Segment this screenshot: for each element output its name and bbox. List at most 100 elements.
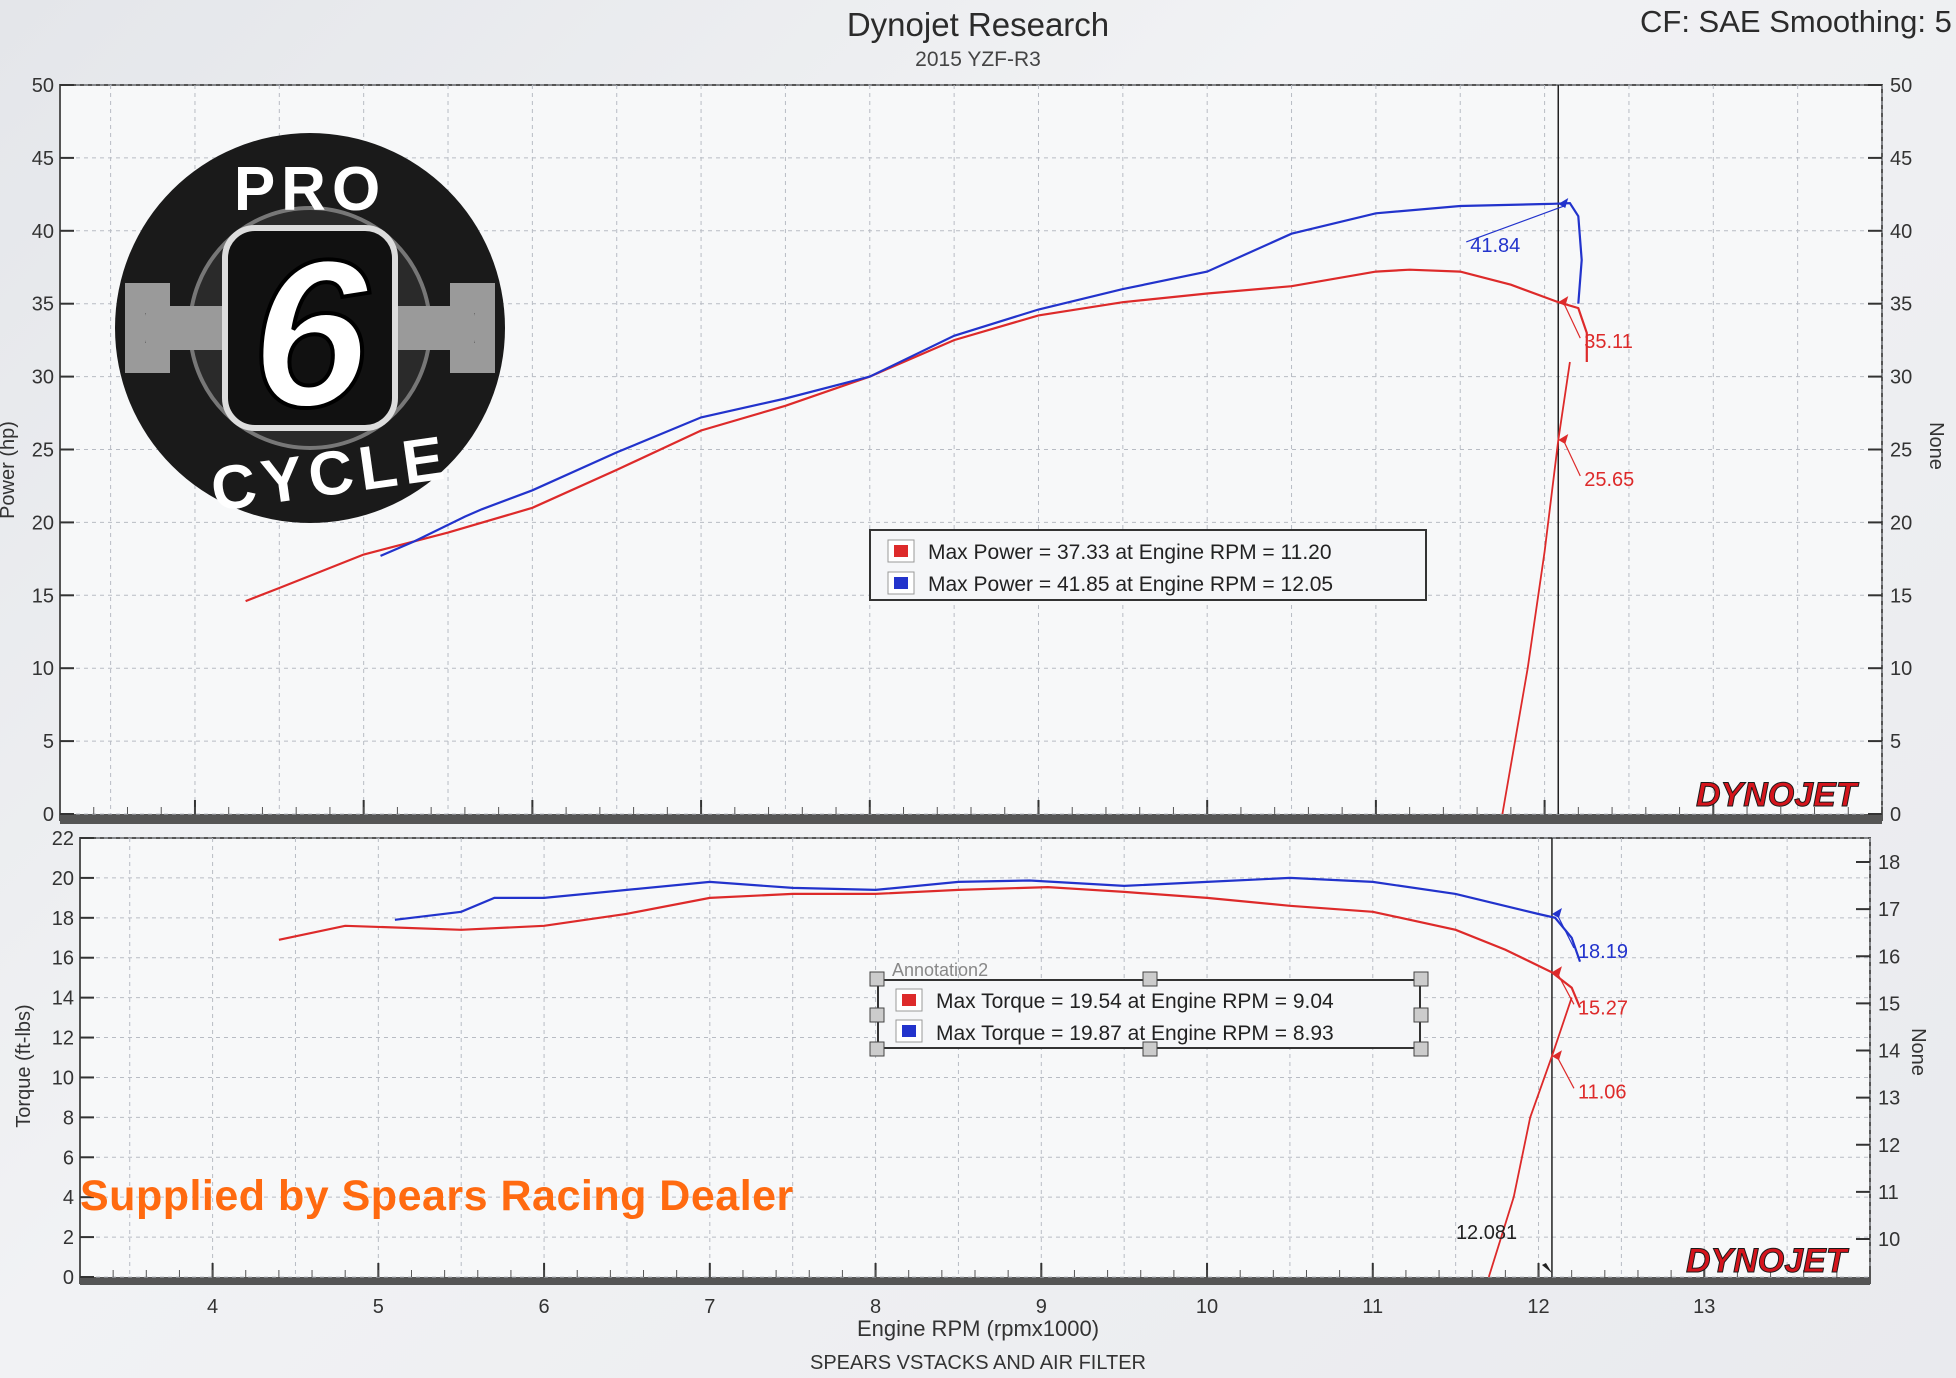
power-y-tick-label: 10 <box>32 658 54 680</box>
torque-y-tick-label: 20 <box>52 868 74 890</box>
power-y-tick-label: 30 <box>32 367 54 389</box>
torque-cursor-red-leader <box>1557 974 1575 1005</box>
torque-right-tick-label: 13 <box>1878 1088 1900 1110</box>
torque-right-tick-label: 17 <box>1878 899 1900 921</box>
torque-right-axis-title: None <box>1907 1028 1929 1076</box>
pro6cycle-logo: 6 PRO CYCLE <box>115 133 505 525</box>
torque-y-tick-label: 14 <box>52 988 74 1010</box>
torque-cursor-blue-leader <box>1557 915 1575 949</box>
cursor-rpm-readout: 12.081 <box>1456 1222 1517 1244</box>
torque-cursor-red-arrow <box>1551 966 1562 977</box>
x-tick-label: 7 <box>704 1296 715 1318</box>
power-y-tick-label: 25 <box>32 440 54 462</box>
torque-legend: Annotation2 Max Torque = 19.54 at Engine… <box>869 960 1429 1057</box>
power-right-tick-label: 0 <box>1890 804 1901 826</box>
torque-cursor-red-label: 15.27 <box>1578 997 1628 1019</box>
power-y-tick-label: 15 <box>32 585 54 607</box>
torque-cursor-red-2-label: 11.06 <box>1578 1081 1627 1103</box>
x-tick-label: 9 <box>1036 1296 1047 1318</box>
power-right-tick-label: 5 <box>1890 731 1901 753</box>
power-legend-swatch-red-fill <box>894 545 908 557</box>
power-right-tick-label: 40 <box>1890 221 1912 243</box>
chart-subtitle: 2015 YZF-R3 <box>915 48 1041 71</box>
power-right-tick-label: 25 <box>1890 440 1912 462</box>
power-y-axis-title: Power (hp) <box>0 421 19 519</box>
annotation-handle[interactable] <box>869 971 885 987</box>
cursor-rpm-arrow <box>1541 1263 1552 1273</box>
x-tick-label: 10 <box>1196 1296 1218 1318</box>
power-legend-box <box>869 529 1427 601</box>
annotation-handle[interactable] <box>1413 971 1429 987</box>
power-right-tick-label: 35 <box>1890 294 1912 316</box>
wrench-left-head <box>125 283 170 373</box>
x-tick-label: 12 <box>1527 1296 1549 1318</box>
torque-y-tick-label: 12 <box>52 1028 74 1050</box>
logo-digit: 6 <box>252 216 370 451</box>
power-y-tick-label: 20 <box>32 512 54 534</box>
x-tick-label: 5 <box>373 1296 384 1318</box>
torque-y-tick-label: 22 <box>52 828 74 850</box>
power-legend-swatch-blue-fill <box>894 577 908 589</box>
power-right-tick-label: 15 <box>1890 585 1912 607</box>
x-tick-label: 4 <box>207 1296 218 1318</box>
x-tick-label: 13 <box>1693 1296 1715 1318</box>
power-right-tick-label: 50 <box>1890 75 1912 97</box>
torque-series-red <box>278 885 1582 1009</box>
power-plot-bottom-bar <box>60 814 1882 824</box>
power-cursor-red-2-arrow <box>1558 434 1569 445</box>
torque-y-tick-label: 8 <box>63 1107 74 1129</box>
torque-right-tick-label: 10 <box>1878 1229 1900 1251</box>
torque-cursor-blue-label: 18.19 <box>1578 941 1628 963</box>
power-legend: Max Power = 37.33 at Engine RPM = 11.20 … <box>869 529 1427 601</box>
wrench-right-head <box>450 283 495 373</box>
torque-plot-bottom-bar <box>80 1277 1870 1285</box>
annotation-handle[interactable] <box>869 1041 885 1057</box>
run-notes: SPEARS VSTACKS AND AIR FILTER <box>809 1352 1146 1374</box>
logo-digit-box <box>222 225 398 431</box>
power-right-tick-label: 45 <box>1890 148 1912 170</box>
power-right-tick-label: 20 <box>1890 512 1912 534</box>
x-tick-label: 6 <box>539 1296 550 1318</box>
torque-decel-red <box>1487 997 1573 1278</box>
torque-right-tick-label: 16 <box>1878 946 1900 968</box>
torque-y-tick-label: 4 <box>63 1187 74 1209</box>
torque-y-tick-label: 10 <box>52 1067 74 1089</box>
power-y-tick-label: 5 <box>43 731 54 753</box>
torque-annotation-title: Annotation2 <box>892 960 988 980</box>
torque-right-tick-label: 14 <box>1878 1041 1900 1063</box>
torque-y-tick-label: 16 <box>52 948 74 970</box>
power-y-tick-label: 0 <box>43 804 54 826</box>
annotation-handle[interactable] <box>1413 1007 1429 1023</box>
power-y-tick-label: 50 <box>32 75 54 97</box>
power-cursor-red-arrow <box>1558 296 1569 307</box>
torque-legend-swatch-red-fill <box>902 994 916 1006</box>
correction-factor-label: CF: SAE Smoothing: 5 <box>1640 4 1952 39</box>
annotation-handle[interactable] <box>1142 1041 1158 1057</box>
torque-right-tick-label: 18 <box>1878 852 1900 874</box>
power-right-tick-label: 30 <box>1890 367 1912 389</box>
torque-legend-entry-2: Max Torque = 19.87 at Engine RPM = 8.93 <box>936 1022 1334 1045</box>
power-legend-entry-1: Max Power = 37.33 at Engine RPM = 11.20 <box>928 541 1332 564</box>
torque-y-tick-label: 6 <box>63 1147 74 1169</box>
x-tick-label: 8 <box>870 1296 881 1318</box>
power-cursor-blue-leader <box>1466 205 1565 243</box>
power-series-red <box>245 268 1588 603</box>
annotation-handle[interactable] <box>869 1007 885 1023</box>
power-decel-red <box>1501 361 1571 815</box>
power-y-tick-label: 40 <box>32 221 54 243</box>
power-cursor-blue-label: 41.84 <box>1470 235 1520 257</box>
annotation-handle[interactable] <box>1142 971 1158 987</box>
dynojet-brand-power: DYNOJET <box>1696 776 1860 814</box>
chart-title: Dynojet Research <box>846 6 1110 43</box>
power-right-tick-label: 10 <box>1890 658 1912 680</box>
dynojet-brand-torque: DYNOJET <box>1686 1242 1850 1280</box>
power-right-axis-title: None <box>1925 422 1947 470</box>
torque-right-tick-label: 12 <box>1878 1135 1900 1157</box>
power-cursor-red-leader <box>1563 303 1581 339</box>
torque-right-tick-label: 15 <box>1878 993 1900 1015</box>
x-axis-title: Engine RPM (rpmx1000) <box>856 1316 1100 1341</box>
annotation-handle[interactable] <box>1413 1041 1429 1057</box>
supplied-by-caption: Supplied by Spears Racing Dealer <box>80 1172 794 1220</box>
torque-series-blue <box>394 876 1582 963</box>
